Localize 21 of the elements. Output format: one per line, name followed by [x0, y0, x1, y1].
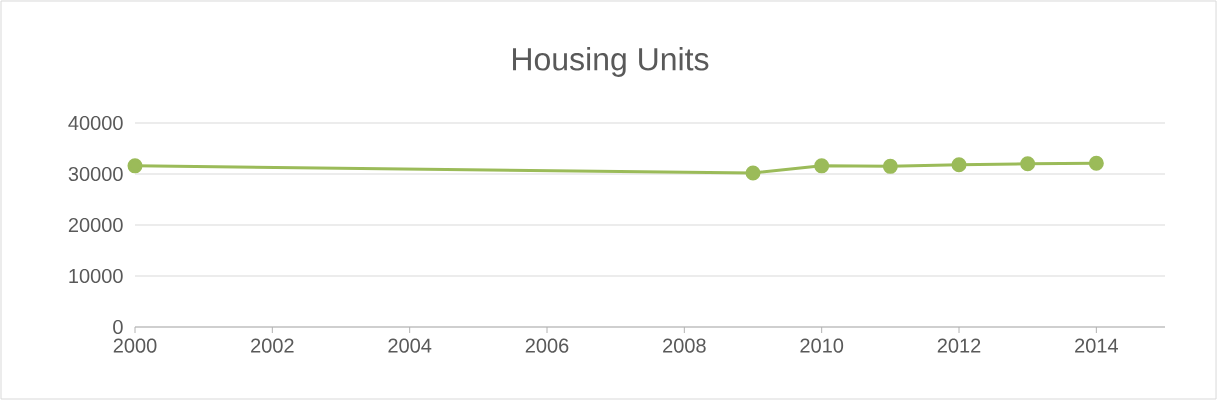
x-tick-label: 2006 [525, 338, 569, 353]
point [1088, 155, 1104, 171]
y-tick-label: 40000 [68, 115, 123, 131]
point [1020, 156, 1036, 172]
x-tick-label: 2012 [937, 338, 981, 353]
y-tick-label: 0 [113, 319, 123, 335]
point [951, 157, 967, 173]
x-tick-label: 2008 [663, 338, 706, 353]
chart-title: Housing Units [513, 47, 709, 77]
point [745, 165, 761, 181]
x-tick-label: 2002 [251, 338, 294, 353]
point [882, 158, 898, 174]
point [127, 158, 143, 174]
x-tick-label: 2000 [113, 338, 157, 353]
x-tick-label: 2004 [388, 338, 432, 353]
x-tick-label: 2014 [1075, 338, 1118, 353]
y-tick-label: 30000 [68, 166, 123, 182]
x-tick-label: 2010 [800, 338, 844, 353]
y-tick-label: 20000 [68, 217, 123, 233]
y-tick-label: 10000 [69, 268, 123, 284]
point [814, 158, 830, 174]
